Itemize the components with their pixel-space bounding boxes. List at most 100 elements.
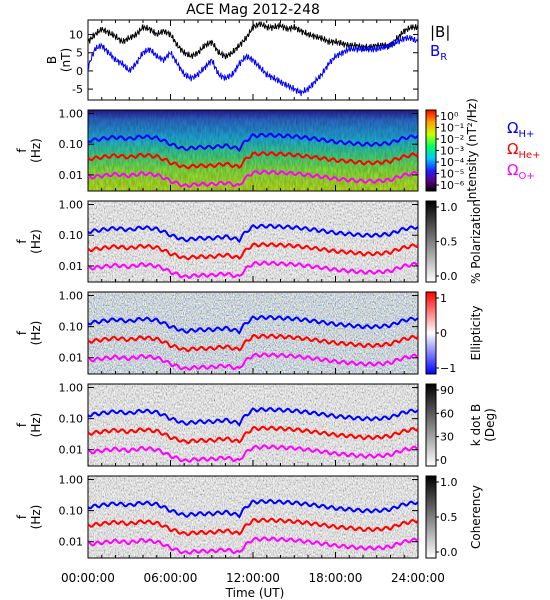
y-axis-label: f bbox=[15, 148, 29, 153]
y-tick-label: 0.10 bbox=[59, 138, 84, 151]
gyrofrequency-line-f_H bbox=[87, 223, 419, 244]
colorbar-tick-label: 10⁻³ bbox=[440, 145, 464, 158]
y-axis-unit: (Hz) bbox=[29, 321, 43, 346]
x-tick-label: 18:00:00 bbox=[309, 571, 363, 585]
y-tick-label: 1.00 bbox=[59, 199, 84, 212]
colorbar bbox=[425, 291, 437, 375]
colorbar-tick-label: 0 bbox=[440, 454, 447, 467]
colorbar-label: Coherency bbox=[469, 485, 483, 549]
gyrofrequency-line-f_O bbox=[87, 169, 419, 189]
colorbar bbox=[425, 109, 437, 192]
gyrofrequency-line-f_He bbox=[87, 425, 419, 445]
colorbar-tick-label: 1.0 bbox=[440, 201, 458, 214]
colorbar-tick-label: 0.0 bbox=[440, 270, 458, 283]
y-axis-label: f bbox=[15, 239, 29, 244]
colorbar-label: Intensity (nT²/Hz) bbox=[465, 98, 479, 203]
y-axis-unit: (Hz) bbox=[29, 413, 43, 438]
gyrofrequency-line-f_He bbox=[87, 333, 419, 353]
y-tick-label: 0.10 bbox=[59, 413, 84, 426]
y-tick-label: 0 bbox=[76, 65, 83, 78]
legend-entry-b-r: BR bbox=[430, 42, 447, 63]
colorbar-tick-label: 10⁻² bbox=[440, 133, 464, 146]
y-tick-label: 1.00 bbox=[59, 290, 84, 303]
legend-entry-b-total: |B| bbox=[430, 23, 450, 41]
y-axis-unit: (Hz) bbox=[29, 229, 43, 254]
gyrofrequency-line-f_He bbox=[87, 151, 419, 170]
y-tick-label: -5 bbox=[72, 83, 83, 96]
colorbar-tick-label: −1 bbox=[440, 362, 456, 375]
gyrofrequency-legend-entry: ΩO+ bbox=[507, 161, 535, 182]
gyrofrequency-line-f_He bbox=[87, 242, 419, 261]
gyrofrequency-line-f_H bbox=[87, 315, 419, 335]
gyrofrequency-line-f_O bbox=[87, 444, 419, 463]
colorbar-tick-label: 10⁻⁶ bbox=[440, 179, 465, 192]
colorbar-tick-label: 90 bbox=[440, 384, 454, 397]
y-tick-label: 0.10 bbox=[59, 229, 84, 242]
gyrofrequency-line-f_H bbox=[87, 407, 419, 427]
magnetic-field-panel: 10 5 0 -5 B (nT) |B|BR bbox=[45, 19, 450, 101]
spectrogram-background bbox=[88, 292, 418, 374]
y-axis-unit: (Hz) bbox=[29, 505, 43, 530]
colorbar-tick-label: 1.0 bbox=[440, 476, 458, 489]
gyrofrequency-line-f_H bbox=[87, 499, 419, 519]
y-tick-label: 0.01 bbox=[59, 169, 84, 182]
colorbar-tick-label: 1 bbox=[440, 292, 447, 305]
y-tick-label: 0.01 bbox=[59, 444, 84, 457]
x-tick-label: 24:00:00 bbox=[391, 571, 445, 585]
y-axis-label: B bbox=[45, 56, 59, 64]
colorbar-label: k dot B bbox=[469, 404, 483, 446]
x-tick-label: 12:00:00 bbox=[226, 571, 280, 585]
series-line-0 bbox=[87, 21, 419, 60]
y-tick-label: 0.01 bbox=[59, 260, 84, 273]
gyrofrequency-line-f_O bbox=[87, 260, 419, 280]
spectrogram-background bbox=[88, 201, 418, 282]
colorbar-label: % Polarization bbox=[469, 199, 483, 284]
colorbar bbox=[425, 475, 437, 559]
gyrofrequency-line-f_O bbox=[87, 352, 419, 371]
y-tick-label: 1.00 bbox=[59, 474, 84, 487]
colorbar-tick-label: 10⁻⁴ bbox=[440, 156, 465, 169]
y-tick-label: 1.00 bbox=[59, 108, 84, 121]
y-tick-label: 0.10 bbox=[59, 321, 84, 334]
gyrofrequency-legend-entry: ΩH+ bbox=[507, 119, 534, 140]
intensity-spectrogram-panel: 1.00 0.10 0.01 f (Hz) 10⁰10⁻¹10⁻²10⁻³10⁻⁴10⁻⁵… bbox=[15, 98, 541, 203]
y-tick-label: 5 bbox=[76, 47, 83, 60]
colorbar-tick-label: 0.5 bbox=[440, 511, 458, 524]
series-line-1 bbox=[87, 34, 419, 97]
y-tick-label: 0.01 bbox=[59, 352, 84, 365]
y-axis-label: f bbox=[15, 514, 29, 519]
x-axis-label: Time (UT) bbox=[225, 586, 285, 600]
spectrogram-texture bbox=[88, 110, 418, 191]
x-tick-label: 00:00:00 bbox=[61, 571, 115, 585]
colorbar-label: Ellipticity bbox=[469, 306, 483, 361]
y-tick-label: 1.00 bbox=[59, 382, 84, 395]
colorbar bbox=[425, 383, 437, 467]
chart-title: ACE Mag 2012-248 bbox=[186, 2, 320, 18]
colorbar-tick-label: 0 bbox=[440, 327, 447, 340]
gyrofrequency-legend-entry: ΩHe+ bbox=[507, 140, 541, 161]
kdotb-spectrogram-panel: 1.00 0.10 0.01 f (Hz) 90 60 30 0 k dot B (Deg) bbox=[15, 382, 497, 467]
y-tick-label: 10 bbox=[69, 29, 83, 42]
spectrogram-background bbox=[88, 384, 418, 466]
x-tick-label: 06:00:00 bbox=[144, 571, 198, 585]
colorbar-tick-label: 0.5 bbox=[440, 236, 458, 249]
y-axis-unit: (nT) bbox=[59, 48, 73, 72]
y-tick-label: 0.01 bbox=[59, 536, 84, 549]
colorbar-unit: (Deg) bbox=[483, 408, 497, 442]
ellipticity-spectrogram-panel: 1.00 0.10 0.01 f (Hz) 1 0 −1 Ellipticity bbox=[15, 290, 483, 375]
time-axis: 00:00:00 06:00:00 12:00:00 18:00:00 24:00:00 bbox=[61, 571, 445, 585]
colorbar-tick-label: 10⁻⁵ bbox=[440, 168, 464, 181]
spectrogram-background bbox=[88, 476, 418, 558]
y-axis-label: f bbox=[15, 330, 29, 335]
colorbar-tick-label: 10⁻¹ bbox=[440, 122, 464, 135]
gyrofrequency-line-f_O bbox=[87, 536, 419, 555]
colorbar-tick-label: 0.0 bbox=[440, 546, 458, 559]
y-tick-label: 0.10 bbox=[59, 505, 84, 518]
gyrofrequency-line-f_He bbox=[87, 517, 419, 537]
colorbar-tick-label: 30 bbox=[440, 431, 454, 444]
y-axis-unit: (Hz) bbox=[29, 138, 43, 163]
y-axis-label: f bbox=[15, 422, 29, 427]
colorbar-tick-label: 60 bbox=[440, 407, 454, 420]
colorbar bbox=[425, 200, 437, 283]
